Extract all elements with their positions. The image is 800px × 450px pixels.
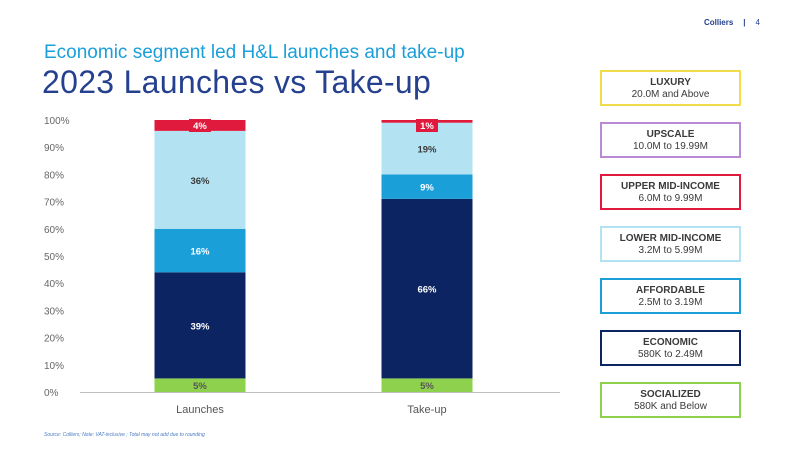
y-tick-label: 40% xyxy=(44,279,64,290)
bar-segment xyxy=(154,130,246,229)
data-label: 16% xyxy=(190,247,210,258)
y-tick-label: 60% xyxy=(44,225,64,236)
slide-title: 2023 Launches vs Take-up xyxy=(42,64,432,100)
x-category-label: Take-up xyxy=(407,404,446,416)
y-tick-label: 90% xyxy=(44,143,64,154)
legend-item-range: 10.0M to 19.99M xyxy=(632,141,709,152)
data-label: 1% xyxy=(420,121,434,132)
legend-item-range: 2.5M to 3.19M xyxy=(638,297,703,308)
legend-item: UPSCALE 10.0M to 19.99M xyxy=(600,122,741,158)
y-tick-label: 0% xyxy=(44,388,59,399)
legend-item: SOCIALIZED 580K and Below xyxy=(600,382,741,418)
page-header: Colliers | 4 xyxy=(704,18,760,27)
y-tick-label: 30% xyxy=(44,306,64,317)
header-separator: | xyxy=(743,18,746,27)
data-label: 5% xyxy=(420,381,434,392)
legend-item-range: 580K and Below xyxy=(634,401,707,412)
y-tick-label: 10% xyxy=(44,361,64,372)
bar-segment xyxy=(381,174,473,199)
brand-name: Colliers xyxy=(703,18,734,27)
bar-segment xyxy=(154,272,246,379)
bar-segment xyxy=(154,228,246,273)
legend-item: ECONOMIC 580K to 2.49M xyxy=(600,330,741,366)
legend-item: UPPER MID-INCOME 6.0M to 9.99M xyxy=(600,174,741,210)
legend-item-name: SOCIALIZED xyxy=(640,389,701,400)
legend-item-range: 6.0M to 9.99M xyxy=(638,193,703,204)
top-label-tag xyxy=(189,119,211,132)
data-label: 5% xyxy=(193,381,207,392)
data-label: 4% xyxy=(193,121,207,132)
bar-segment xyxy=(154,378,246,392)
y-tick-label: 70% xyxy=(44,198,64,209)
y-tick-label: 20% xyxy=(44,334,64,345)
legend-item-name: UPPER MID-INCOME xyxy=(621,181,720,192)
legend-item-name: LUXURY xyxy=(650,77,691,88)
data-label: 66% xyxy=(417,285,437,296)
legend-item: LOWER MID-INCOME 3.2M to 5.99M xyxy=(600,226,741,262)
legend-item-name: UPSCALE xyxy=(646,129,695,140)
legend-item-range: 3.2M to 5.99M xyxy=(638,245,703,256)
legend-item-range: 580K to 2.49M xyxy=(637,349,704,360)
legend-item-name: ECONOMIC xyxy=(643,337,698,348)
data-label: 39% xyxy=(190,321,210,332)
x-category-label: Launches xyxy=(176,404,224,416)
slide-subtitle: Economic segment led H&L launches and ta… xyxy=(44,42,465,63)
source-note: Source: Colliers; Note: VAT-inclusive ; … xyxy=(44,432,205,438)
legend-item-name: LOWER MID-INCOME xyxy=(619,233,722,244)
page-number: 4 xyxy=(755,18,760,27)
legend-item-name: AFFORDABLE xyxy=(636,285,705,296)
y-tick-label: 50% xyxy=(44,252,64,263)
legend-item-range: 20.0M and Above xyxy=(631,89,710,100)
data-label: 19% xyxy=(417,145,437,156)
top-label-tag xyxy=(416,119,438,132)
y-tick-label: 80% xyxy=(44,170,64,181)
data-label: 9% xyxy=(420,183,434,194)
data-label: 36% xyxy=(190,176,210,187)
y-tick-label: 100% xyxy=(44,116,70,127)
bar-segment xyxy=(381,198,473,379)
legend-item: AFFORDABLE 2.5M to 3.19M xyxy=(600,278,741,314)
legend-item: LUXURY 20.0M and Above xyxy=(600,70,741,106)
bar-segment xyxy=(381,378,473,392)
